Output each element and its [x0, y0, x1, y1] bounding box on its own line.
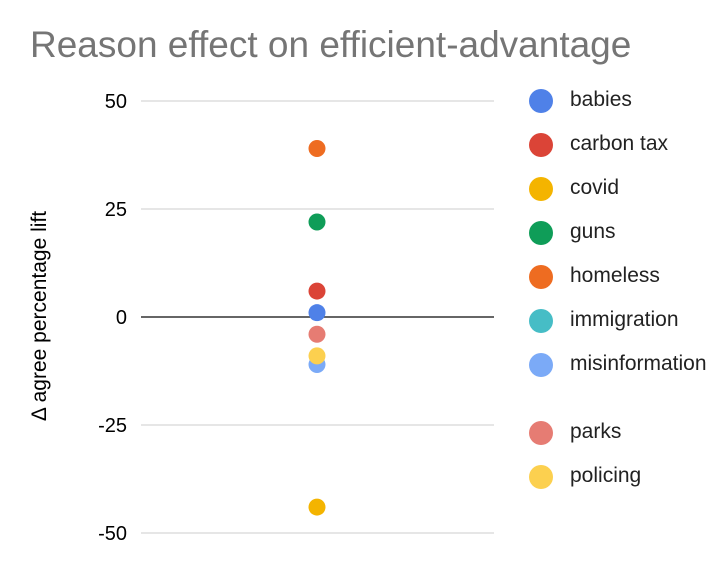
legend-swatch	[529, 465, 553, 489]
data-point-carbon-tax[interactable]	[308, 282, 326, 300]
legend-swatch	[529, 133, 553, 157]
legend-item-babies[interactable]: babies	[528, 86, 718, 130]
data-point-parks[interactable]	[308, 325, 326, 343]
legend-swatch	[529, 177, 553, 201]
data-point-covid[interactable]	[308, 498, 326, 516]
legend-swatch	[529, 309, 553, 333]
legend-label: covid	[570, 176, 620, 199]
legend-swatch	[529, 221, 553, 245]
legend-item-misinformation[interactable]: misinformation	[528, 350, 718, 418]
legend-item-immigration[interactable]: immigration	[528, 306, 718, 350]
legend-item-policing[interactable]: policing	[528, 462, 718, 506]
data-point-policing[interactable]	[308, 347, 326, 365]
legend-item-parks[interactable]: parks	[528, 418, 718, 462]
legend-swatch	[529, 89, 553, 113]
legend-item-carbon-tax[interactable]: carbon tax	[528, 130, 718, 174]
y-tick-label: 25	[105, 199, 127, 221]
legend: babies carbon tax covid guns homeless immigra…	[528, 86, 718, 506]
legend-item-guns[interactable]: guns	[528, 218, 718, 262]
data-point-homeless[interactable]	[308, 140, 326, 158]
legend-label: policing	[570, 464, 642, 487]
legend-item-homeless[interactable]: homeless	[528, 262, 718, 306]
y-tick-labels: 50 25 0 -25 -50	[98, 91, 127, 545]
data-points	[308, 140, 326, 516]
y-tick-label: 0	[116, 307, 127, 329]
legend-swatch	[529, 265, 553, 289]
data-point-guns[interactable]	[308, 213, 326, 231]
legend-label: immigration	[570, 308, 679, 331]
legend-label: parks	[570, 420, 622, 443]
y-tick-label: -50	[98, 523, 127, 545]
y-tick-label: 50	[105, 91, 127, 113]
data-point-babies[interactable]	[308, 304, 326, 322]
y-axis-label: Δ agree percentage lift	[28, 210, 51, 422]
legend-label: babies	[570, 88, 632, 111]
legend-label: carbon tax	[570, 132, 669, 155]
legend-label: misinformation	[570, 352, 707, 375]
legend-label: homeless	[570, 264, 660, 287]
y-tick-label: -25	[98, 415, 127, 437]
legend-label: guns	[570, 220, 616, 243]
chart-title: Reason effect on efficient-advantage	[30, 24, 632, 65]
legend-item-covid[interactable]: covid	[528, 174, 718, 218]
legend-swatch	[529, 353, 553, 377]
legend-swatch	[529, 421, 553, 445]
